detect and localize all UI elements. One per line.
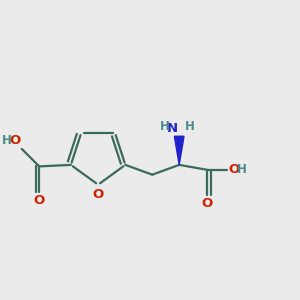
Text: H: H: [185, 120, 195, 133]
Text: N: N: [167, 122, 178, 135]
Text: O: O: [34, 194, 45, 206]
Polygon shape: [174, 136, 184, 165]
Text: O: O: [228, 164, 239, 176]
Text: H: H: [2, 134, 12, 147]
Text: H: H: [237, 164, 247, 176]
Text: O: O: [202, 197, 213, 210]
Text: O: O: [92, 188, 104, 201]
Text: O: O: [9, 134, 20, 147]
Text: H: H: [160, 120, 170, 133]
